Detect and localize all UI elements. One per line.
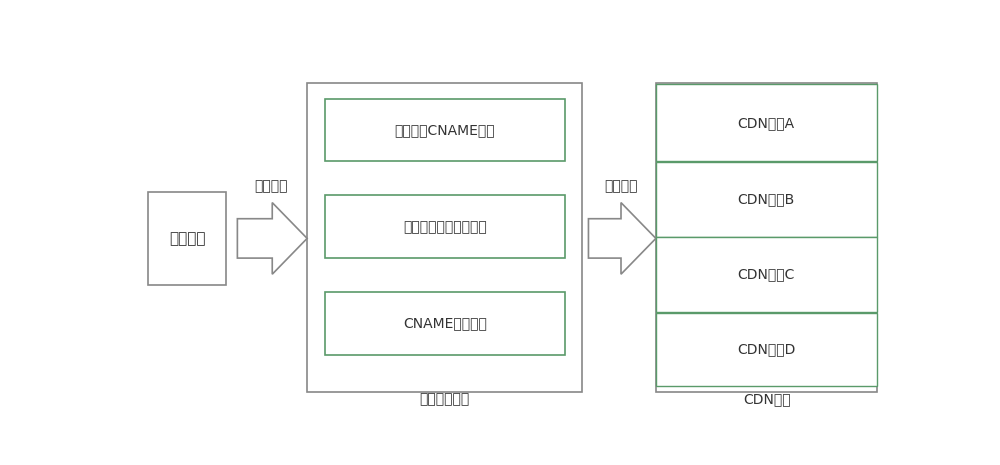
- Bar: [656, 312, 877, 386]
- Text: CDN厂商D: CDN厂商D: [737, 342, 796, 356]
- Text: 访问请求: 访问请求: [604, 179, 638, 193]
- Text: CDN厂商A: CDN厂商A: [738, 116, 795, 130]
- Bar: [656, 83, 877, 392]
- Text: CDN厂商B: CDN厂商B: [738, 193, 795, 206]
- Text: 按比例的流量分配策略: 按比例的流量分配策略: [403, 220, 487, 234]
- Bar: [148, 192, 226, 285]
- Text: 访问请求: 访问请求: [254, 179, 287, 193]
- Bar: [325, 195, 565, 258]
- Bar: [307, 83, 582, 392]
- Polygon shape: [588, 203, 656, 274]
- Polygon shape: [237, 203, 307, 274]
- Bar: [656, 162, 877, 237]
- Text: 流量分配机制: 流量分配机制: [419, 392, 469, 407]
- Text: CDN厂商C: CDN厂商C: [738, 267, 795, 282]
- Text: CDN厂商: CDN厂商: [743, 392, 791, 407]
- Bar: [656, 237, 877, 312]
- Text: 扩展后的CNAME机制: 扩展后的CNAME机制: [395, 123, 495, 137]
- Text: CNAME加权轮询: CNAME加权轮询: [403, 317, 487, 331]
- Text: 访问用户: 访问用户: [169, 231, 205, 246]
- Bar: [325, 99, 565, 161]
- Bar: [656, 85, 877, 161]
- Bar: [325, 292, 565, 355]
